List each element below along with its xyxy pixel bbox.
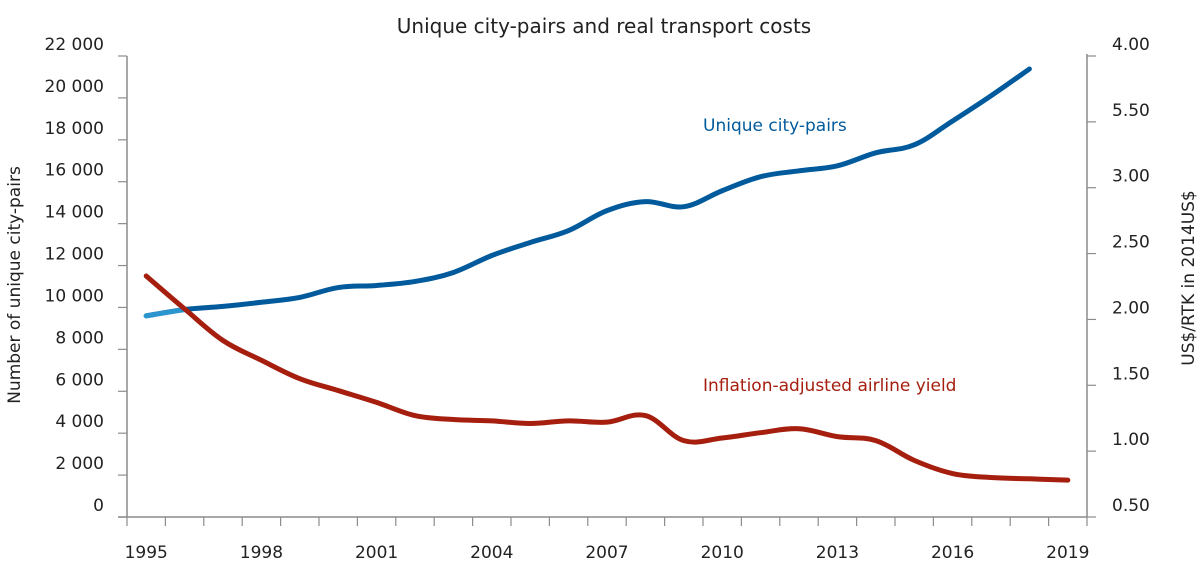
left-axis-tick-label: 10 000 — [45, 286, 104, 306]
right-axis-tick-label: 1.00 — [1112, 430, 1150, 450]
right-axis-tick-label: 5.50 — [1112, 101, 1150, 121]
series-line-unique-city-pairs — [143, 66, 1032, 319]
series-highlight-segment — [143, 307, 188, 319]
right-axis-tick-label: 4.00 — [1112, 35, 1150, 55]
chart-title: Unique city-pairs and real transport cos… — [397, 14, 811, 38]
x-axis-tick-label: 1995 — [125, 543, 168, 563]
left-axis-tick-label: 14 000 — [45, 203, 104, 223]
x-axis-tick-label: 1998 — [240, 543, 283, 563]
x-axis-tick-label: 2016 — [931, 543, 974, 563]
left-axis-tick-label: 12 000 — [45, 245, 104, 265]
left-axis-tick-label: 20 000 — [45, 77, 104, 97]
right-axis-title: US$/RTK in 2014US$ — [1179, 190, 1199, 366]
series-label-airline-yield: Inflation-adjusted airline yield — [703, 376, 956, 396]
x-axis-tick-label: 2010 — [701, 543, 744, 563]
right-axis-tick-label: 1.50 — [1112, 364, 1150, 384]
right-axis-tick-label: 0.50 — [1112, 496, 1150, 516]
left-axis-tick-label: 0 — [93, 496, 104, 516]
x-axis-tick-label: 2019 — [1046, 543, 1089, 563]
left-axis-tick-label: 4 000 — [55, 412, 104, 432]
right-y-axis: 0.50 1.00 1.50 2.00 2.50 3.00 5.50 4.00 — [1086, 35, 1150, 518]
series-layer — [143, 66, 1071, 483]
x-axis-tick-label: 2007 — [585, 543, 628, 563]
left-axis-tick-label: 8 000 — [55, 328, 104, 348]
left-axis-title: Number of unique city-pairs — [5, 166, 25, 404]
left-axis-tick-label: 18 000 — [45, 119, 104, 139]
x-axis: 1995 1998 2001 2004 2007 2010 2013 2016 2019 — [118, 516, 1089, 563]
x-axis-tick-label: 2004 — [470, 543, 513, 563]
x-axis-tick-label: 2013 — [816, 543, 859, 563]
series-line-inflation-adjusted-airline-yield — [143, 273, 1071, 483]
right-axis-tick-label: 3.00 — [1112, 167, 1150, 187]
left-axis-tick-label: 22 000 — [45, 35, 104, 55]
right-axis-tick-label: 2.00 — [1112, 298, 1150, 318]
left-y-axis: 0 2 000 4 000 6 000 8 000 10 000 12 000 14 000 1… — [45, 35, 128, 518]
x-axis-tick-label: 2001 — [355, 543, 398, 563]
left-axis-tick-label: 16 000 — [45, 161, 104, 181]
series-label-unique-city-pairs: Unique city-pairs — [703, 116, 847, 136]
right-axis-tick-label: 2.50 — [1112, 233, 1150, 253]
left-axis-tick-label: 2 000 — [55, 454, 104, 474]
left-axis-tick-label: 6 000 — [55, 370, 104, 390]
